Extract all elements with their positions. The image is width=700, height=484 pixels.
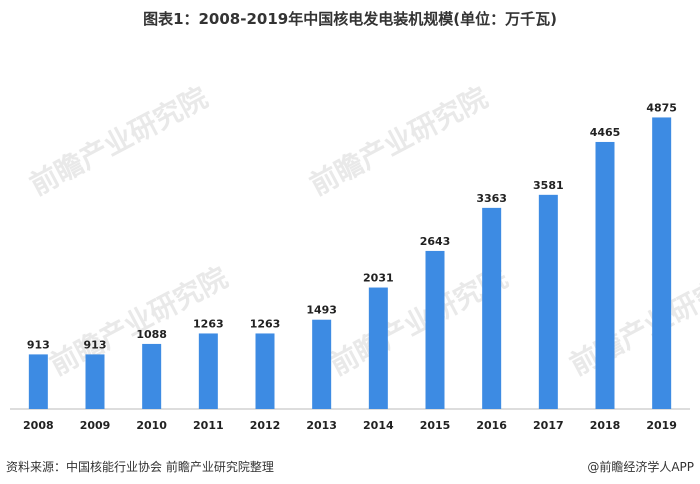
data-label-2014: 2031 [363, 272, 394, 285]
bar-2016 [482, 207, 502, 409]
chart-title: 图表1：2008-2019年中国核电发电装机规模(单位：万千瓦) [143, 10, 557, 28]
x-tick-2018: 2018 [590, 419, 621, 432]
bar-2008 [28, 354, 48, 409]
bar-2019 [652, 117, 672, 409]
x-tick-2010: 2010 [136, 419, 167, 432]
data-label-2015: 2643 [420, 235, 451, 248]
data-label-2018: 4465 [590, 126, 621, 139]
data-label-2008: 913 [27, 338, 50, 351]
data-label-2011: 1263 [193, 317, 224, 330]
bar-2009 [85, 354, 105, 409]
x-tick-2015: 2015 [420, 419, 451, 432]
bar-chart: 913 2008 913 2009 1088 2010 1263 2011 1263 2012 14… [10, 101, 690, 432]
brand-credit: @前瞻经济学人APP [587, 460, 694, 474]
data-label-2017: 3581 [533, 179, 564, 192]
x-tick-2008: 2008 [23, 419, 54, 432]
bar-2012 [255, 333, 275, 409]
bar-2013 [312, 319, 332, 409]
data-label-2012: 1263 [250, 317, 281, 330]
x-tick-2016: 2016 [476, 419, 507, 432]
data-label-2013: 1493 [306, 304, 337, 317]
x-tick-2013: 2013 [306, 419, 337, 432]
bar-2014 [368, 287, 388, 409]
data-label-2016: 3363 [476, 192, 507, 205]
source-note: 资料来源：中国核能行业协会 前瞻产业研究院整理 [6, 460, 274, 474]
bar-2011 [198, 333, 218, 409]
data-label-2019: 4875 [646, 101, 677, 114]
x-tick-2014: 2014 [363, 419, 394, 432]
data-label-2010: 1088 [136, 328, 167, 341]
bar-2017 [538, 194, 558, 409]
x-tick-2017: 2017 [533, 419, 564, 432]
x-tick-2009: 2009 [80, 419, 111, 432]
x-tick-2019: 2019 [646, 419, 677, 432]
data-label-2009: 913 [84, 338, 107, 351]
x-tick-2011: 2011 [193, 419, 224, 432]
bar-2018 [595, 141, 615, 409]
bar-2010 [142, 343, 162, 409]
x-tick-2012: 2012 [250, 419, 281, 432]
bar-2015 [425, 250, 445, 409]
